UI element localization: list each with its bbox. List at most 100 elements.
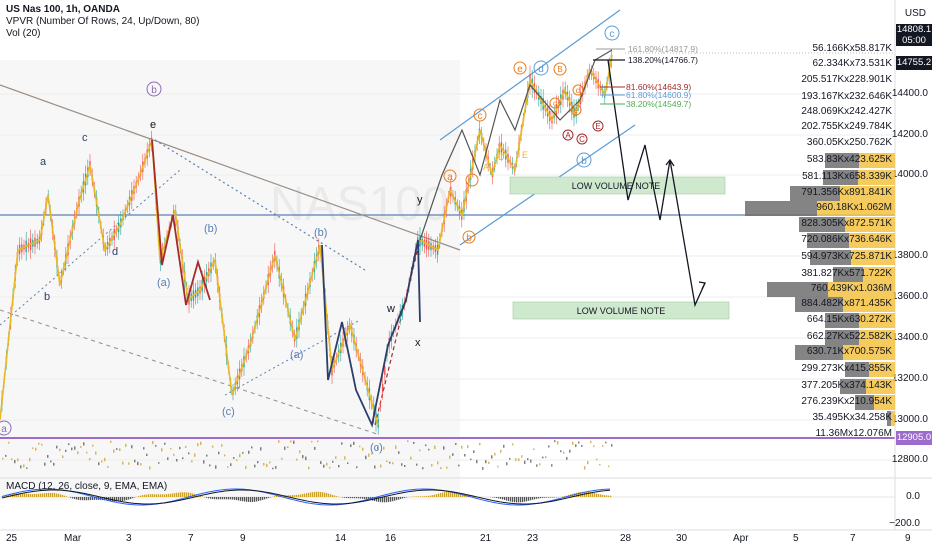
macd-histogram-bar bbox=[522, 497, 523, 502]
volume-bar bbox=[23, 464, 25, 467]
volume-bar bbox=[587, 461, 589, 464]
macd-histogram-bar bbox=[24, 494, 25, 497]
macd-histogram-bar bbox=[326, 493, 327, 497]
macd-histogram-bar bbox=[524, 497, 525, 502]
volume-bar bbox=[17, 458, 19, 461]
circle-small-c-label: c bbox=[478, 111, 483, 122]
macd-histogram-bar bbox=[226, 497, 227, 499]
volume-bar bbox=[134, 460, 136, 463]
vpvr-indicator-label[interactable]: VPVR (Number Of Rows, 24, Up/Down, 80) bbox=[6, 16, 199, 28]
price-tick-label: 14200.0 bbox=[892, 129, 928, 140]
projection-arrow-2 bbox=[699, 282, 705, 289]
circle-b-label: b bbox=[151, 85, 157, 96]
volume-bar bbox=[218, 452, 220, 455]
macd-histogram-bar bbox=[396, 497, 397, 500]
macd-histogram-bar bbox=[320, 492, 321, 497]
volume-bar bbox=[302, 455, 304, 458]
volume-bar bbox=[398, 451, 400, 454]
macd-histogram-bar bbox=[76, 497, 77, 499]
volume-bar bbox=[503, 445, 505, 448]
macd-histogram-bar bbox=[510, 497, 511, 502]
volume-bar bbox=[14, 460, 16, 463]
circle-b2-label: b bbox=[581, 156, 587, 167]
macd-histogram-bar bbox=[500, 497, 501, 499]
macd-histogram-bar bbox=[54, 493, 55, 497]
volume-bar bbox=[386, 460, 388, 462]
volume-profile-label: 360.05Kx250.762K bbox=[807, 137, 892, 148]
date-tick-label: 7 bbox=[188, 533, 194, 544]
macd-histogram-bar bbox=[388, 497, 389, 502]
volume-bar bbox=[596, 459, 598, 461]
macd-histogram-bar bbox=[30, 494, 31, 497]
volume-bar bbox=[488, 462, 490, 464]
macd-histogram-bar bbox=[164, 494, 165, 497]
macd-histogram-bar bbox=[66, 496, 67, 497]
volume-bar bbox=[434, 446, 436, 449]
volume-bar bbox=[539, 463, 541, 465]
macd-histogram-bar bbox=[342, 497, 343, 498]
macd-histogram-bar bbox=[438, 494, 439, 497]
volume-bar bbox=[425, 444, 427, 446]
volume-bar bbox=[164, 443, 166, 445]
volume-bar bbox=[176, 459, 178, 462]
fib-382-label: 38.20%(14549.7) bbox=[626, 99, 691, 109]
volume-bar bbox=[374, 465, 376, 468]
macd-histogram-bar bbox=[290, 495, 291, 497]
macd-histogram-bar bbox=[208, 497, 209, 498]
macd-histogram-bar bbox=[296, 495, 297, 497]
volume-bar bbox=[8, 442, 10, 444]
volume-bar bbox=[38, 443, 40, 445]
volume-bar bbox=[326, 463, 328, 466]
macd-histogram-bar bbox=[540, 497, 541, 498]
macd-histogram-bar bbox=[578, 492, 579, 497]
volume-bar bbox=[578, 442, 580, 444]
volume-bar bbox=[359, 446, 361, 448]
macd-histogram-bar bbox=[496, 497, 497, 498]
volume-bar bbox=[74, 446, 76, 449]
macd-histogram-bar bbox=[354, 497, 355, 498]
volume-profile-label: 193.167Kx232.646K bbox=[801, 91, 892, 102]
volume-bar bbox=[395, 446, 397, 449]
macd-histogram-bar bbox=[334, 496, 335, 497]
macd-tick-label: −200.0 bbox=[889, 518, 920, 529]
volume-bar bbox=[461, 446, 463, 449]
volume-bar bbox=[611, 444, 613, 446]
macd-histogram-bar bbox=[400, 497, 401, 499]
macd-histogram-bar bbox=[22, 493, 23, 497]
macd-indicator-label[interactable]: MACD (12, 26, close, 9, EMA, EMA) bbox=[6, 481, 167, 493]
volume-bar bbox=[368, 454, 370, 457]
macd-histogram-bar bbox=[596, 493, 597, 497]
volume-bar bbox=[572, 442, 574, 445]
macd-tick-label: 0.0 bbox=[906, 491, 920, 502]
volume-bar bbox=[335, 456, 337, 459]
wave-label-a: a bbox=[40, 156, 47, 168]
volume-bar bbox=[542, 457, 544, 459]
macd-histogram-bar bbox=[448, 492, 449, 497]
volume-bar bbox=[473, 450, 475, 453]
macd-histogram-bar bbox=[242, 497, 243, 501]
volume-profile-label: 828.305Kx872.571K bbox=[801, 218, 892, 229]
macd-histogram-bar bbox=[44, 493, 45, 497]
volume-bar bbox=[188, 452, 190, 454]
macd-histogram-bar bbox=[602, 495, 603, 497]
macd-histogram-bar bbox=[316, 492, 317, 497]
macd-histogram-bar bbox=[532, 497, 533, 500]
volume-bar bbox=[143, 447, 145, 449]
volume-bar bbox=[203, 460, 205, 463]
macd-histogram-bar bbox=[502, 497, 503, 499]
volume-bar bbox=[512, 443, 514, 445]
volume-bar bbox=[44, 463, 46, 466]
macd-histogram-bar bbox=[122, 497, 123, 501]
macd-histogram-bar bbox=[520, 497, 521, 502]
volume-indicator-label[interactable]: Vol (20) bbox=[6, 28, 199, 40]
wave-label-c: c bbox=[82, 132, 88, 144]
macd-histogram-bar bbox=[274, 496, 275, 497]
currency-label[interactable]: USD bbox=[905, 8, 926, 19]
volume-bar bbox=[320, 461, 322, 464]
volume-bar bbox=[323, 465, 325, 468]
macd-histogram-bar bbox=[310, 492, 311, 497]
volume-profile-label: 377.205Kx374.143K bbox=[801, 380, 892, 391]
macd-histogram-bar bbox=[176, 493, 177, 497]
